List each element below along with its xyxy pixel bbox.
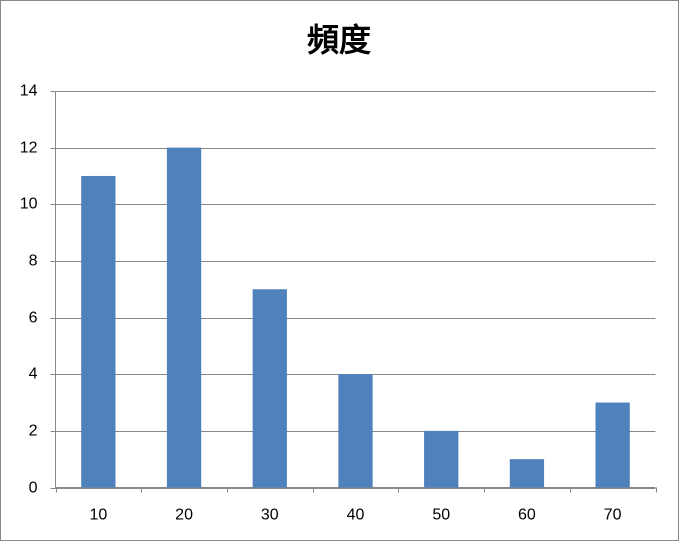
bar [509, 459, 545, 488]
bar [81, 175, 116, 488]
y-tick-label: 4 [29, 366, 38, 383]
x-tick-label: 30 [261, 507, 279, 524]
x-tick-label: 60 [518, 507, 536, 524]
x-tick-label: 50 [432, 507, 450, 524]
chart-title: 頻度 [307, 21, 371, 59]
x-tick-label: 40 [347, 507, 365, 524]
bar [338, 374, 373, 488]
y-tick-label: 14 [20, 83, 38, 100]
x-tick-label: 70 [604, 507, 622, 524]
bar [595, 402, 630, 488]
y-tick-label: 8 [29, 253, 38, 270]
y-tick-label: 0 [29, 480, 38, 497]
y-tick-label: 6 [29, 310, 38, 327]
bar [424, 430, 459, 488]
y-tick-label: 12 [20, 140, 38, 157]
x-tick-label: 20 [175, 507, 193, 524]
y-tick-label: 2 [29, 423, 38, 440]
bar [252, 289, 287, 488]
x-tick-label: 10 [89, 507, 107, 524]
y-tick-label: 10 [20, 196, 38, 213]
bar [166, 147, 202, 488]
